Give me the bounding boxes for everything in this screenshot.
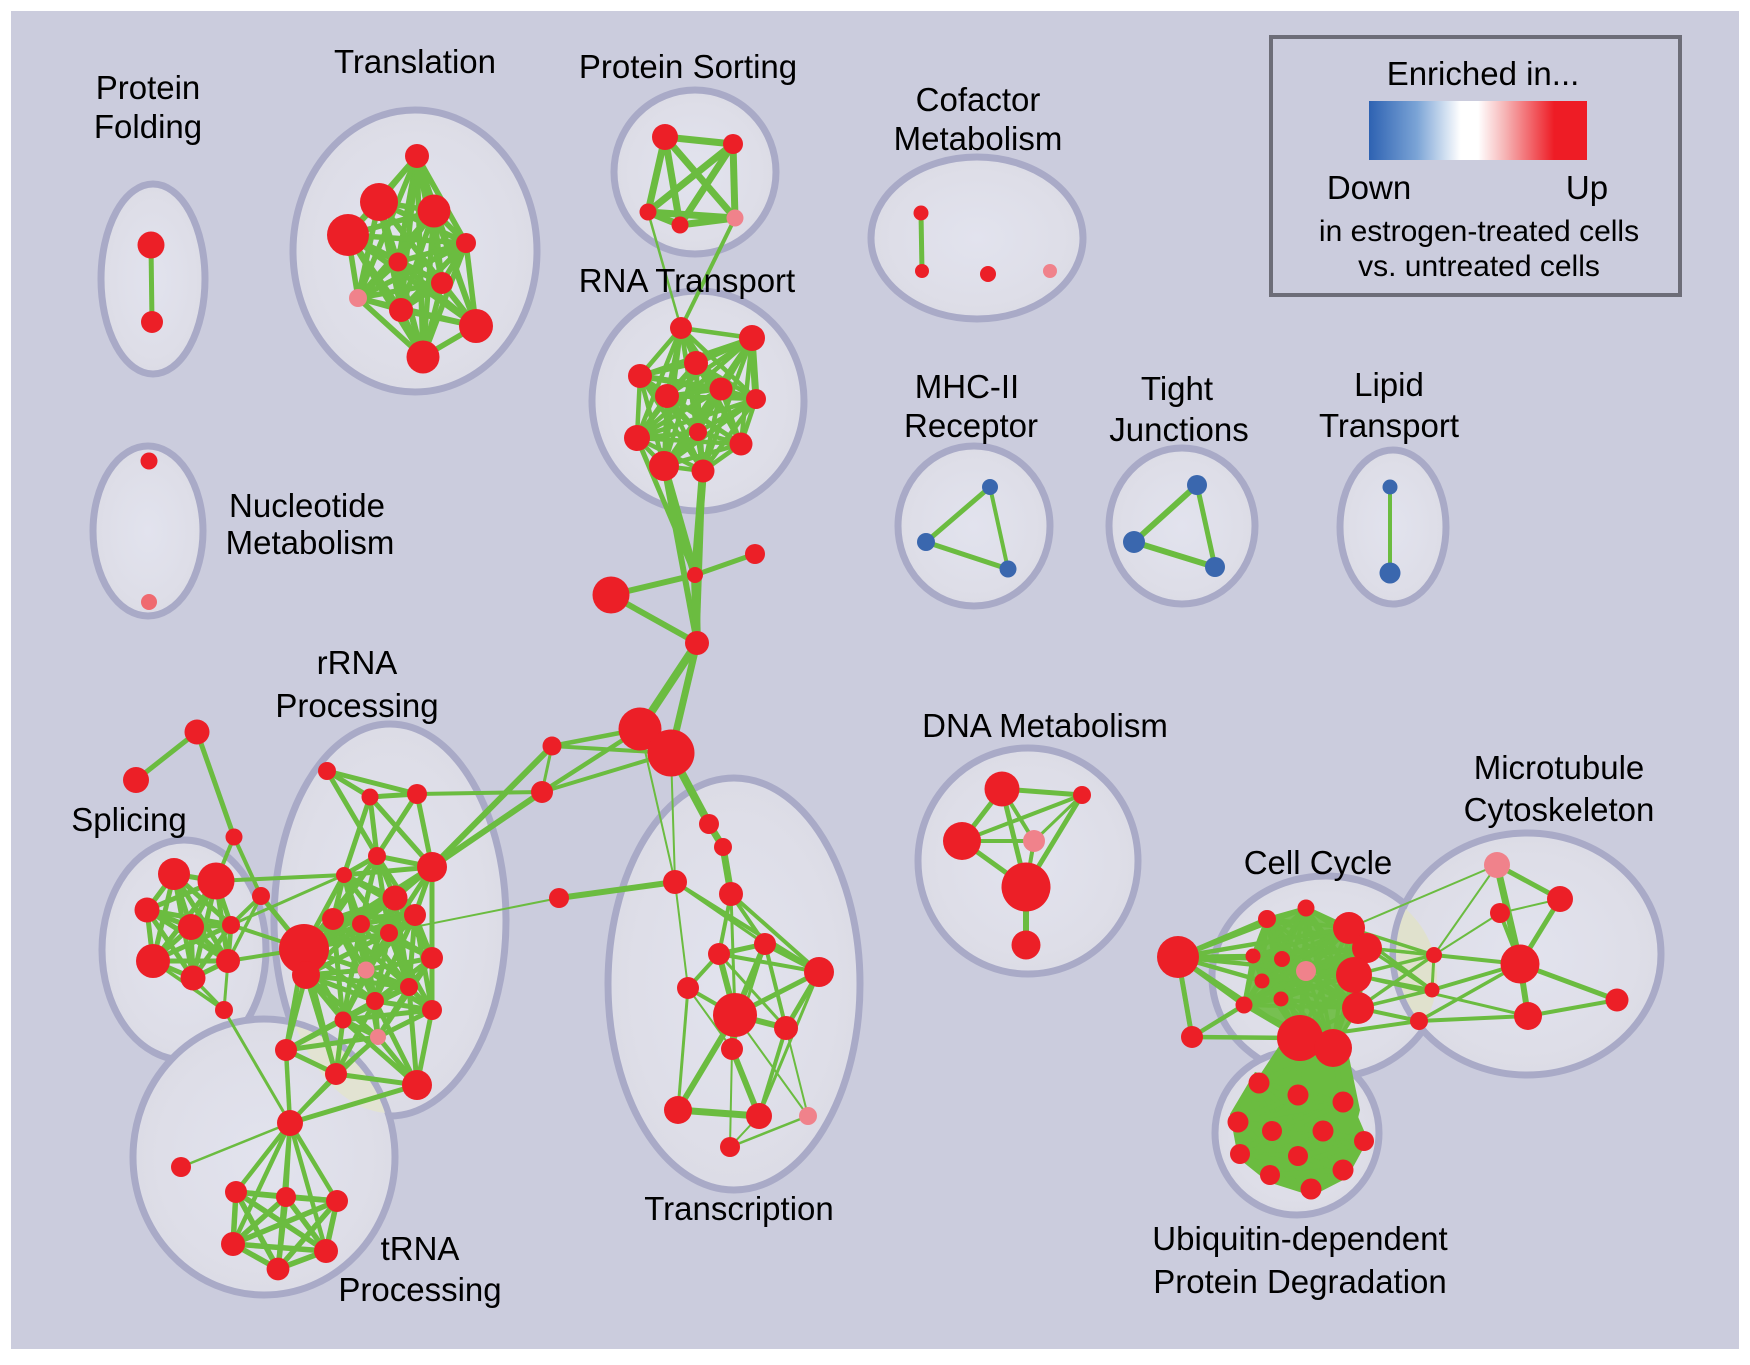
svg-text:tRNA: tRNA (381, 1230, 460, 1267)
svg-text:Tight: Tight (1141, 370, 1213, 407)
svg-text:MHC-II: MHC-II (915, 368, 1019, 405)
svg-text:Lipid: Lipid (1354, 366, 1424, 403)
svg-text:Cell Cycle: Cell Cycle (1244, 844, 1393, 881)
svg-text:Down: Down (1327, 169, 1411, 206)
svg-text:Enriched in...: Enriched in... (1387, 55, 1580, 92)
svg-text:Transport: Transport (1319, 407, 1459, 444)
svg-text:Ubiquitin-dependent: Ubiquitin-dependent (1152, 1220, 1447, 1257)
svg-text:Microtubule: Microtubule (1474, 749, 1645, 786)
svg-text:Translation: Translation (334, 43, 496, 80)
svg-text:rRNA: rRNA (317, 644, 398, 681)
svg-text:Metabolism: Metabolism (894, 120, 1063, 157)
svg-text:Nucleotide: Nucleotide (229, 487, 385, 524)
svg-text:Up: Up (1566, 169, 1608, 206)
svg-text:Processing: Processing (275, 687, 438, 724)
svg-text:Metabolism: Metabolism (226, 524, 395, 561)
svg-text:Cofactor: Cofactor (916, 81, 1041, 118)
svg-text:vs. untreated cells: vs. untreated cells (1358, 250, 1600, 283)
svg-text:DNA Metabolism: DNA Metabolism (922, 707, 1168, 744)
svg-text:Junctions: Junctions (1109, 411, 1248, 448)
svg-text:Protein Degradation: Protein Degradation (1153, 1263, 1447, 1300)
svg-text:Protein Sorting: Protein Sorting (579, 48, 797, 85)
svg-text:Receptor: Receptor (904, 407, 1038, 444)
svg-text:Cytoskeleton: Cytoskeleton (1464, 791, 1655, 828)
svg-text:Transcription: Transcription (644, 1190, 834, 1227)
svg-text:Processing: Processing (338, 1271, 501, 1308)
svg-text:Folding: Folding (94, 108, 202, 145)
svg-text:Protein: Protein (96, 69, 201, 106)
svg-text:in estrogen-treated cells: in estrogen-treated cells (1319, 215, 1639, 248)
svg-text:RNA Transport: RNA Transport (579, 262, 795, 299)
svg-text:Splicing: Splicing (71, 801, 187, 838)
